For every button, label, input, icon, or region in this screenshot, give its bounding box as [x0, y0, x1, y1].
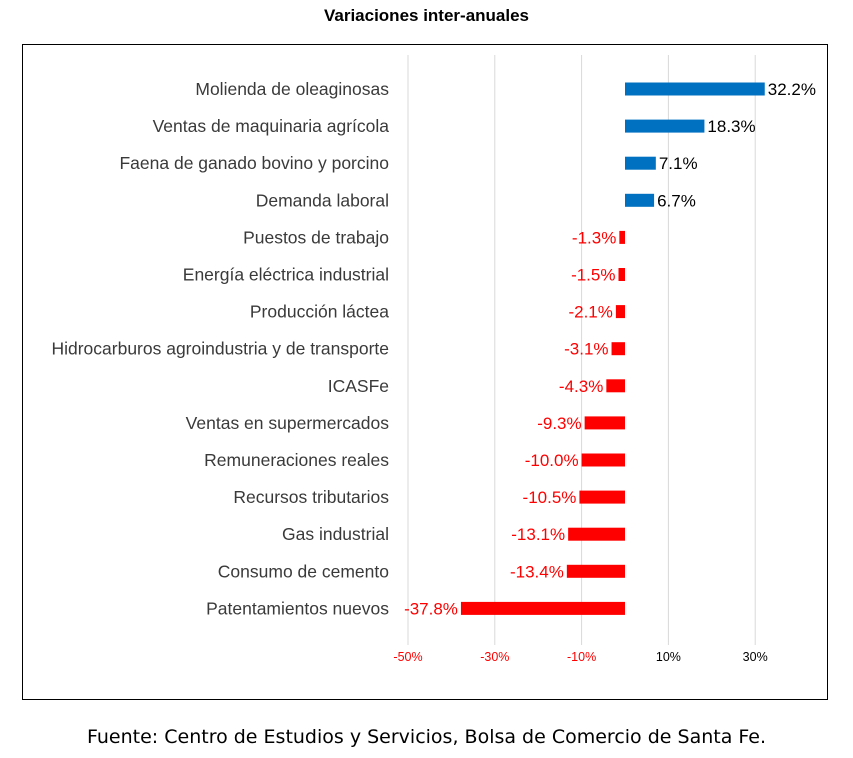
data-label-10: -10.0%: [525, 451, 579, 470]
data-label-3: 6.7%: [657, 191, 696, 210]
data-label-12: -13.1%: [511, 525, 565, 544]
bar-3: [625, 193, 655, 207]
bar-13: [566, 564, 625, 578]
data-label-8: -4.3%: [559, 377, 603, 396]
data-label-13: -13.4%: [510, 562, 564, 581]
x-tick-label-3: 10%: [656, 650, 681, 664]
bar-7: [611, 342, 625, 356]
bar-11: [579, 490, 625, 504]
data-label-5: -1.5%: [571, 266, 615, 285]
x-tick-label-2: -10%: [567, 650, 596, 664]
bar-12: [568, 527, 625, 541]
data-label-4: -1.3%: [572, 228, 616, 247]
category-label-9: Ventas en supermercados: [186, 413, 390, 433]
bar-5: [618, 268, 625, 281]
bar-14: [460, 601, 625, 615]
category-label-1: Ventas de maquinaria agrícola: [153, 116, 390, 136]
category-label-11: Recursos tributarios: [233, 487, 389, 507]
x-tick-label-4: 30%: [743, 650, 768, 664]
bar-10: [581, 453, 625, 467]
bar-2: [625, 156, 656, 170]
bar-9: [584, 416, 625, 430]
bar-1: [625, 119, 705, 133]
bar-4: [619, 230, 625, 244]
bar-chart: -50% -30% -10% 10% 30% Molienda de oleaginosa…: [51, 55, 816, 664]
source-note: Fuente: Centro de Estudios y Servicios, …: [87, 726, 766, 748]
chart-title: Variaciones inter-anuales: [323, 6, 530, 25]
category-label-3: Demanda laboral: [256, 190, 389, 210]
bar-6: [615, 305, 625, 319]
chart-frame: -50% -30% -10% 10% 30% Molienda de oleaginosa…: [22, 44, 828, 700]
category-label-5: Energía eléctrica industrial: [183, 265, 389, 285]
bar-0: [625, 82, 765, 96]
data-label-0: 32.2%: [768, 80, 816, 99]
data-label-9: -9.3%: [537, 414, 581, 433]
bar-8: [606, 379, 625, 393]
category-label-13: Consumo de cemento: [218, 561, 389, 581]
x-tick-label-0: -50%: [393, 650, 422, 664]
x-tick-label-1: -30%: [480, 650, 509, 664]
data-label-11: -10.5%: [523, 488, 577, 507]
data-label-7: -3.1%: [564, 340, 608, 359]
data-label-6: -2.1%: [568, 303, 612, 322]
category-label-8: ICASFe: [328, 376, 389, 396]
data-label-14: -37.8%: [404, 599, 458, 618]
category-label-12: Gas industrial: [282, 524, 389, 544]
category-label-6: Producción láctea: [250, 302, 389, 322]
category-label-10: Remuneraciones reales: [204, 450, 389, 470]
category-label-4: Puestos de trabajo: [243, 227, 389, 247]
category-label-7: Hidrocarburos agroindustria y de transpo…: [51, 339, 389, 359]
data-label-2: 7.1%: [659, 154, 698, 173]
category-label-0: Molienda de oleaginosas: [195, 79, 389, 99]
category-label-2: Faena de ganado bovino y porcino: [119, 153, 389, 173]
data-label-1: 18.3%: [707, 117, 755, 136]
category-label-14: Patentamientos nuevos: [206, 598, 389, 618]
